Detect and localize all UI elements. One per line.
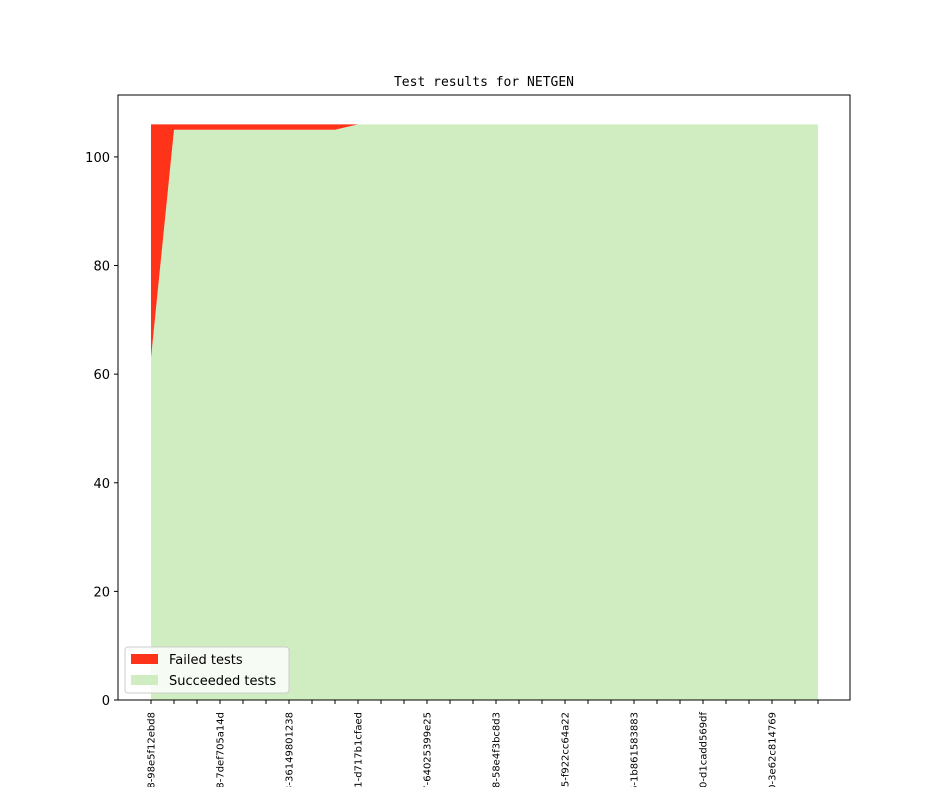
x-tick-label: 6-1b861583883 <box>630 712 641 787</box>
x-tick-label: 0-d1cadd569df <box>699 712 710 787</box>
x-tick-label: 0-3e62c814769 <box>768 712 779 787</box>
chart-title: Test results for NETGEN <box>394 75 574 90</box>
y-tick-label: 0 <box>102 694 110 709</box>
y-tick-label: 60 <box>93 368 110 383</box>
legend-box <box>124 646 290 694</box>
x-tick-label: 8-58e4f3bc8d3 <box>492 712 503 787</box>
legend: Failed tests Succeeded tests <box>124 646 290 694</box>
legend-label: Succeeded tests <box>169 674 276 689</box>
y-tick-label: 80 <box>93 260 110 275</box>
legend-swatch <box>131 675 158 685</box>
x-tick-label: 1-d717b1cfaed <box>354 712 365 787</box>
y-tick-label: 100 <box>85 151 110 166</box>
y-tick-label: 20 <box>93 585 110 600</box>
x-tick-label: 7-64025399e25 <box>423 712 434 787</box>
x-tick-label: 8-7def705a14d <box>216 712 227 787</box>
x-tick-label: 5-f922cc64a22 <box>561 712 572 787</box>
legend-label: Failed tests <box>169 653 243 668</box>
x-tick-label: 8-98e5f12ebd8 <box>147 712 158 787</box>
area <box>151 124 818 700</box>
plot-frame <box>117 94 851 701</box>
x-tick-label: 3-36149801238 <box>285 712 296 787</box>
legend-swatch <box>131 654 158 664</box>
y-tick-label: 40 <box>93 477 110 492</box>
